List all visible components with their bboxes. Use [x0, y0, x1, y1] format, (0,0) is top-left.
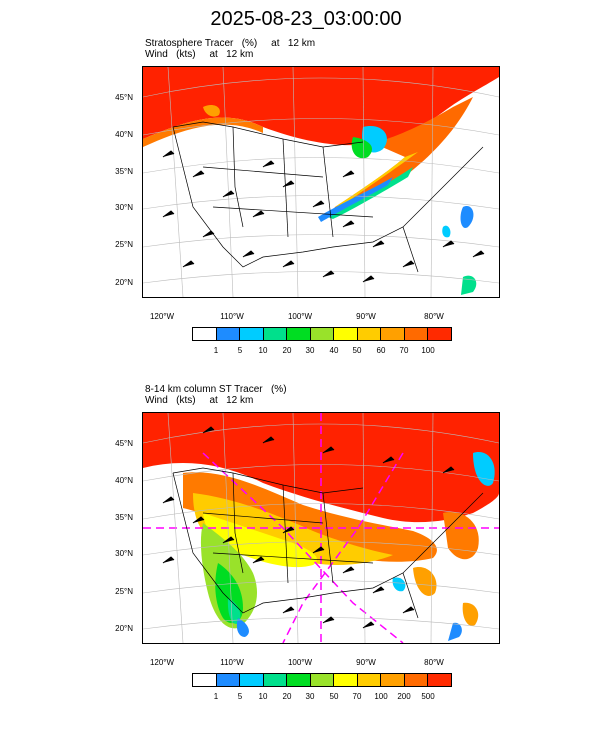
colorbar-box [263, 328, 288, 340]
colorbar-label: 20 [282, 346, 292, 355]
colorbar-label: 20 [282, 692, 292, 701]
colorbar-label: 40 [329, 346, 339, 355]
colorbar-box [334, 328, 358, 340]
colorbar-label: 100 [421, 346, 435, 355]
colorbar-label: 5 [237, 692, 243, 701]
colorbar-label: 70 [352, 692, 362, 701]
colorbar-box [428, 674, 452, 686]
map-2-graticule [143, 413, 499, 643]
colorbar-box [310, 328, 335, 340]
colorbar-label: 5 [237, 346, 243, 355]
panel-2-title-line2: Wind (kts) at 12 km [145, 395, 254, 406]
panel-2-title-line1: 8-14 km column ST Tracer (%) [145, 384, 287, 395]
lat-label: 35°N [115, 167, 133, 176]
main-title: 2025-08-23_03:00:00 [210, 8, 402, 30]
map-2-coastlines [172, 467, 484, 619]
lon-label: 80°W [424, 312, 444, 321]
colorbar-box [216, 674, 241, 686]
lat-label: 45°N [115, 93, 133, 102]
colorbar-box [334, 674, 358, 686]
lat-label: 20°N [115, 278, 133, 287]
colorbar-label: 50 [352, 346, 362, 355]
map-1-plot [143, 67, 499, 297]
colorbar-box [381, 674, 405, 686]
lon-label: 90°W [356, 658, 376, 667]
colorbar-box [428, 328, 452, 340]
colorbar-label: 10 [258, 692, 268, 701]
tracer-field-high [143, 67, 499, 146]
lon-label: 80°W [424, 658, 444, 667]
map-2-wind-barbs [162, 426, 455, 629]
lat-label: 25°N [115, 587, 133, 596]
lat-label: 45°N [115, 439, 133, 448]
colorbar-box [404, 328, 429, 340]
colorbar-box [216, 328, 241, 340]
lat-label: 25°N [115, 240, 133, 249]
colorbar-box [357, 328, 382, 340]
lon-label: 90°W [356, 312, 376, 321]
lon-label: 110°W [220, 658, 244, 667]
lat-label: 20°N [115, 624, 133, 633]
map-1-graticule [143, 67, 499, 297]
lat-label: 40°N [115, 476, 133, 485]
colorbar-label: 50 [329, 692, 339, 701]
colorbar-label: 10 [258, 346, 268, 355]
map-2 [142, 412, 500, 644]
lon-label: 110°W [220, 312, 244, 321]
colorbar-box [381, 328, 405, 340]
colorbar-label: 70 [399, 346, 409, 355]
colorbar-box [310, 674, 335, 686]
colorbar-label: 1 [213, 692, 219, 701]
lat-label: 30°N [115, 203, 133, 212]
colorbar-label: 60 [376, 346, 386, 355]
colorbar-box [263, 674, 288, 686]
colorbar-box [240, 674, 264, 686]
colorbar-label: 200 [397, 692, 411, 701]
colorbar-label: 100 [374, 692, 388, 701]
colorbar-box [357, 674, 382, 686]
colorbar-label: 30 [305, 346, 315, 355]
colorbar-label: 1 [213, 346, 219, 355]
lon-label: 100°W [287, 658, 313, 667]
colorbar-1 [192, 327, 452, 341]
colorbar-box [287, 674, 311, 686]
lon-label: 120°W [149, 312, 175, 321]
map-2-plot [143, 413, 499, 643]
lon-label: 100°W [287, 312, 313, 321]
lat-label: 35°N [115, 513, 133, 522]
colorbar-box [193, 674, 217, 686]
colorbar-box [287, 328, 311, 340]
colorbar-label: 500 [421, 692, 435, 701]
panel-1-title-line2: Wind (kts) at 12 km [145, 49, 254, 60]
colorbar-box [193, 328, 217, 340]
map-1 [142, 66, 500, 298]
colorbar-box [240, 328, 264, 340]
map-2-flight-tracks [143, 413, 499, 643]
lon-label: 120°W [149, 658, 175, 667]
tracer-field-orange [143, 117, 263, 147]
lat-label: 30°N [115, 549, 133, 558]
map-1-coastlines [172, 121, 484, 273]
lat-label: 40°N [115, 130, 133, 139]
map-1-wind-barbs [162, 150, 485, 283]
colorbar-2 [192, 673, 452, 687]
colorbar-label: 30 [305, 692, 315, 701]
panel-1-title-line1: Stratosphere Tracer (%) at 12 km [145, 38, 316, 49]
colorbar-box [404, 674, 429, 686]
